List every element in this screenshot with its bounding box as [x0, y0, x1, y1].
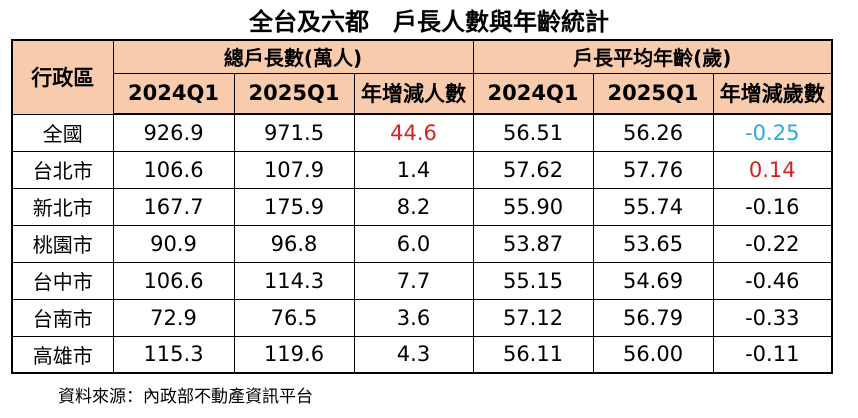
value-cell: 53.87 [472, 224, 594, 263]
value-cell: 96.8 [233, 224, 355, 263]
col-header-count-2025q1: 2025Q1 [233, 72, 355, 115]
col-header-age-delta: 年增減歲數 [712, 72, 833, 115]
value-cell: 107.9 [233, 150, 355, 189]
value-cell: 57.62 [472, 150, 594, 189]
group-header-average-age: 戶長平均年齡(歲) [472, 39, 833, 74]
table-row: 全國 926.9 971.5 44.6 56.51 56.26 -0.25 [11, 113, 833, 152]
value-cell: 0.14 [712, 150, 833, 189]
value-cell: 106.6 [112, 150, 235, 189]
value-cell: 56.00 [592, 335, 714, 374]
table-row: 高雄市 115.3 119.6 4.3 56.11 56.00 -0.11 [11, 335, 833, 374]
value-cell: 3.6 [353, 298, 474, 337]
value-cell: 106.6 [112, 261, 235, 300]
value-cell: 56.51 [472, 113, 594, 152]
group-header-total-households: 總戶長數(萬人) [112, 39, 474, 74]
region-cell: 全國 [11, 113, 114, 152]
value-cell: 115.3 [112, 335, 235, 374]
value-cell: 971.5 [233, 113, 355, 152]
value-cell: 54.69 [592, 261, 714, 300]
value-cell: 1.4 [353, 150, 474, 189]
region-cell: 高雄市 [11, 335, 114, 374]
region-cell: 台中市 [11, 261, 114, 300]
value-cell: 53.65 [592, 224, 714, 263]
value-cell: -0.46 [712, 261, 833, 300]
table-row: 桃園市 90.9 96.8 6.0 53.87 53.65 -0.22 [11, 224, 833, 263]
value-cell: 55.90 [472, 187, 594, 226]
table-row: 台中市 106.6 114.3 7.7 55.15 54.69 -0.46 [11, 261, 833, 300]
value-cell: -0.25 [712, 113, 833, 152]
value-cell: 57.76 [592, 150, 714, 189]
value-cell: 57.12 [472, 298, 594, 337]
value-cell: 56.79 [592, 298, 714, 337]
value-cell: -0.11 [712, 335, 833, 374]
col-header-age-2025q1: 2025Q1 [592, 72, 714, 115]
value-cell: 72.9 [112, 298, 235, 337]
col-header-count-2024q1: 2024Q1 [112, 72, 235, 115]
value-cell: 175.9 [233, 187, 355, 226]
value-cell: -0.33 [712, 298, 833, 337]
value-cell: 119.6 [233, 335, 355, 374]
value-cell: 7.7 [353, 261, 474, 300]
value-cell: 167.7 [112, 187, 235, 226]
table-header: 行政區 總戶長數(萬人) 戶長平均年齡(歲) 2024Q1 2025Q1 年增減… [11, 39, 833, 115]
region-cell: 桃園市 [11, 224, 114, 263]
region-cell: 新北市 [11, 187, 114, 226]
header-sub-row: 2024Q1 2025Q1 年增減人數 2024Q1 2025Q1 年增減歲數 [12, 72, 833, 115]
table-row: 台南市 72.9 76.5 3.6 57.12 56.79 -0.33 [11, 298, 833, 337]
value-cell: -0.16 [712, 187, 833, 226]
col-header-count-delta: 年增減人數 [353, 72, 474, 115]
value-cell: 90.9 [112, 224, 235, 263]
table-row: 新北市 167.7 175.9 8.2 55.90 55.74 -0.16 [11, 187, 833, 226]
corner-header-region: 行政區 [11, 39, 114, 115]
value-cell: 114.3 [233, 261, 355, 300]
household-stats-table: 行政區 總戶長數(萬人) 戶長平均年齡(歲) 2024Q1 2025Q1 年增減… [11, 39, 834, 374]
value-cell: -0.22 [712, 224, 833, 263]
table-row: 台北市 106.6 107.9 1.4 57.62 57.76 0.14 [11, 150, 833, 189]
value-cell: 4.3 [353, 335, 474, 374]
value-cell: 44.6 [353, 113, 474, 152]
value-cell: 55.74 [592, 187, 714, 226]
value-cell: 926.9 [112, 113, 235, 152]
value-cell: 8.2 [353, 187, 474, 226]
header-group-row: 行政區 總戶長數(萬人) 戶長平均年齡(歲) [11, 39, 833, 115]
table-body: 全國 926.9 971.5 44.6 56.51 56.26 -0.25 台北市 106.6 1… [11, 113, 833, 374]
value-cell: 56.11 [472, 335, 594, 374]
value-cell: 76.5 [233, 298, 355, 337]
col-header-age-2024q1: 2024Q1 [472, 72, 594, 115]
value-cell: 6.0 [353, 224, 474, 263]
page-title: 全台及六都 戶長人數與年齡統計 [249, 8, 609, 36]
region-cell: 台北市 [11, 150, 114, 189]
value-cell: 55.15 [472, 261, 594, 300]
source-note: 資料來源：內政部不動產資訊平台 [58, 387, 313, 407]
region-cell: 台南市 [11, 298, 114, 337]
value-cell: 56.26 [592, 113, 714, 152]
